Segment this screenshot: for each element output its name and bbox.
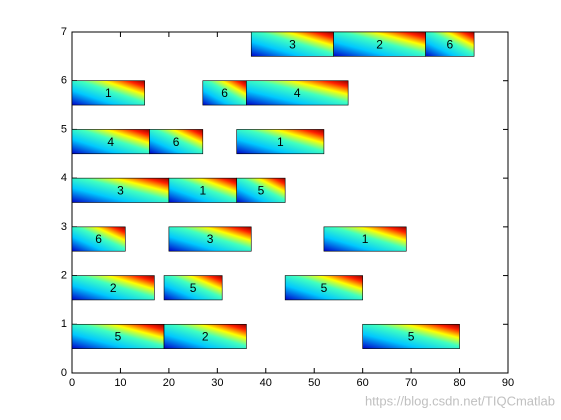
task-label: 3: [289, 37, 296, 51]
y-tick-label: 5: [61, 123, 67, 135]
task-label: 3: [117, 183, 124, 197]
task-bar: [71, 275, 155, 301]
task-bar: [149, 129, 204, 155]
task-label: 1: [277, 135, 284, 149]
task-bar: [168, 177, 238, 203]
task-label: 5: [321, 281, 328, 295]
x-tick-label: 30: [211, 377, 223, 389]
task-label: 2: [110, 281, 117, 295]
task-label: 5: [190, 281, 197, 295]
task-label: 5: [115, 330, 122, 344]
task-bar: [236, 129, 325, 155]
task-bar: [163, 323, 247, 349]
y-tick-label: 2: [61, 269, 67, 281]
task-bar: [425, 31, 475, 57]
x-tick-label: 40: [260, 377, 272, 389]
task-bar: [323, 226, 407, 252]
x-tick-label: 80: [453, 377, 465, 389]
y-tick-label: 6: [61, 75, 67, 87]
task-label: 2: [202, 330, 209, 344]
x-tick-label: 50: [308, 377, 320, 389]
y-tick-label: 3: [61, 221, 67, 233]
task-label: 3: [207, 232, 214, 246]
task-bar: [333, 31, 426, 57]
x-tick-label: 70: [405, 377, 417, 389]
task-bar: [163, 275, 223, 301]
y-tick-label: 1: [61, 318, 67, 330]
task-bar: [71, 129, 150, 155]
task-label: 4: [294, 86, 301, 100]
task-bar: [71, 80, 145, 106]
task-label: 1: [362, 232, 369, 246]
watermark: https://blog.csdn.net/TIQCmatlab: [365, 393, 555, 408]
y-tick-label: 4: [61, 172, 67, 184]
task-bar: [236, 177, 286, 203]
task-bar: [362, 323, 460, 349]
task-label: 6: [173, 135, 180, 149]
task-label: 6: [95, 232, 102, 246]
x-tick-label: 90: [502, 377, 514, 389]
task-bar: [250, 31, 334, 57]
task-bar: [71, 323, 165, 349]
task-label: 5: [258, 183, 265, 197]
task-label: 5: [408, 330, 415, 344]
x-tick-label: 0: [69, 377, 75, 389]
task-label: 1: [199, 183, 206, 197]
y-tick-label: 0: [61, 367, 67, 379]
task-bar: [246, 80, 349, 106]
task-label: 6: [447, 37, 454, 51]
task-label: 2: [376, 37, 383, 51]
x-tick-label: 20: [163, 377, 175, 389]
task-bar: [284, 275, 363, 301]
x-tick-label: 10: [114, 377, 126, 389]
task-bar: [71, 177, 170, 203]
x-tick-label: 60: [357, 377, 369, 389]
task-label: 6: [221, 86, 228, 100]
task-bar: [202, 80, 247, 106]
task-bar: [71, 226, 126, 252]
task-label: 1: [105, 86, 112, 100]
task-bar: [168, 226, 252, 252]
y-tick-label: 7: [61, 26, 67, 38]
task-label: 4: [107, 135, 114, 149]
